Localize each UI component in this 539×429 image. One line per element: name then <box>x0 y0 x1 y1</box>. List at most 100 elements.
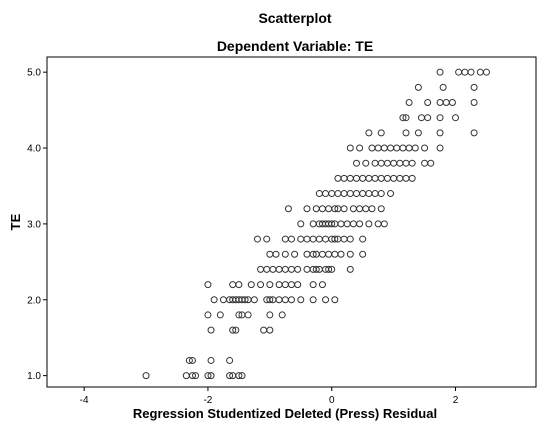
scatter-point <box>402 129 410 137</box>
scatter-point <box>359 235 367 243</box>
scatter-point <box>207 326 215 334</box>
scatter-point <box>235 311 243 319</box>
scatter-point <box>318 281 326 289</box>
scatter-point <box>253 235 261 243</box>
scatter-point <box>470 83 478 91</box>
scatter-point <box>226 372 234 380</box>
scatter-point <box>399 114 407 122</box>
scatter-point <box>185 356 193 364</box>
x-axis-ticks: -4 -2 0 2 <box>80 387 459 406</box>
scatter-point <box>328 220 336 228</box>
scatter-point <box>288 235 295 243</box>
scatter-point <box>331 205 339 213</box>
scatter-point <box>467 68 475 76</box>
scatter-point <box>266 296 274 304</box>
y-axis-ticks: 1.0 2.0 3.0 4.0 5.0 <box>27 68 47 382</box>
scatter-point <box>207 372 215 380</box>
scatter-point <box>188 356 196 364</box>
scatter-point <box>414 83 422 91</box>
scatter-point <box>365 129 373 137</box>
scatter-point <box>377 129 385 137</box>
scatter-point <box>297 296 305 304</box>
scatter-point <box>322 296 330 304</box>
scatter-point <box>312 265 320 273</box>
scatter-point <box>192 372 200 380</box>
scatter-point <box>356 220 364 228</box>
scatter-point <box>387 190 395 198</box>
scatter-point <box>288 296 295 304</box>
scatter-point <box>278 311 286 319</box>
scatter-point <box>436 68 444 76</box>
scatter-point <box>226 356 234 364</box>
scatter-point <box>377 205 385 213</box>
scatter-point <box>380 220 388 228</box>
scatter-point <box>284 205 292 213</box>
scatter-point <box>204 311 212 319</box>
scatter-point <box>346 144 354 152</box>
scatter-point <box>359 250 367 258</box>
scatter-point <box>266 311 274 319</box>
scatter-point <box>291 250 299 258</box>
x-tick-label: 0 <box>329 395 335 406</box>
scatter-point <box>266 326 274 334</box>
scatter-point <box>328 265 336 273</box>
scatter-point <box>272 250 280 258</box>
scatter-point <box>439 83 447 91</box>
chart-title: Scatterplot <box>258 10 331 26</box>
scatter-point <box>470 99 478 107</box>
scatter-point <box>365 220 373 228</box>
scatter-point <box>309 281 317 289</box>
y-tick-label: 5.0 <box>27 68 41 79</box>
scatter-point <box>368 205 376 213</box>
scatter-point <box>421 144 429 152</box>
scatter-point <box>352 159 360 167</box>
scatter-point <box>356 144 364 152</box>
scatter-point <box>346 235 354 243</box>
scatter-point <box>452 114 460 122</box>
x-tick-label: -2 <box>203 395 212 406</box>
scatter-point <box>297 220 305 228</box>
scatter-point <box>250 296 258 304</box>
scatter-point <box>436 114 444 122</box>
y-tick-label: 3.0 <box>27 219 41 230</box>
scatter-point <box>325 265 333 273</box>
scatter-point <box>244 311 252 319</box>
x-axis-label: Regression Studentized Deleted (Press) R… <box>133 406 437 421</box>
scatter-point <box>188 372 196 380</box>
y-tick-label: 1.0 <box>27 371 41 382</box>
scatter-point <box>402 114 410 122</box>
scatter-point <box>309 296 317 304</box>
scatter-point <box>337 250 345 258</box>
scatter-point <box>408 159 416 167</box>
scatter-point <box>229 326 237 334</box>
scatter-point <box>303 205 311 213</box>
scatter-point <box>216 311 224 319</box>
scatter-point <box>207 356 215 364</box>
scatter-point <box>235 372 243 380</box>
plot-frame <box>46 56 537 388</box>
scatter-point <box>238 372 246 380</box>
scatter-point <box>331 296 339 304</box>
scatter-point <box>470 129 478 137</box>
x-tick-label: -4 <box>80 395 89 406</box>
scatter-point <box>257 281 265 289</box>
scatter-point <box>309 250 317 258</box>
scatter-point <box>424 99 432 107</box>
scatter-point <box>377 190 385 198</box>
scatter-point <box>263 235 271 243</box>
scatter-point <box>482 68 490 76</box>
scatter-point <box>408 174 416 182</box>
scatter-point <box>266 281 274 289</box>
scatter-point <box>436 144 444 152</box>
y-axis-label: TE <box>8 213 23 230</box>
scatter-point <box>362 159 370 167</box>
scatter-point <box>204 372 212 380</box>
scatter-point <box>448 99 456 107</box>
scatter-point <box>436 129 444 137</box>
scatter-points <box>142 68 490 380</box>
scatter-point <box>142 372 150 380</box>
y-tick-label: 4.0 <box>27 144 41 155</box>
scatter-point <box>247 281 255 289</box>
